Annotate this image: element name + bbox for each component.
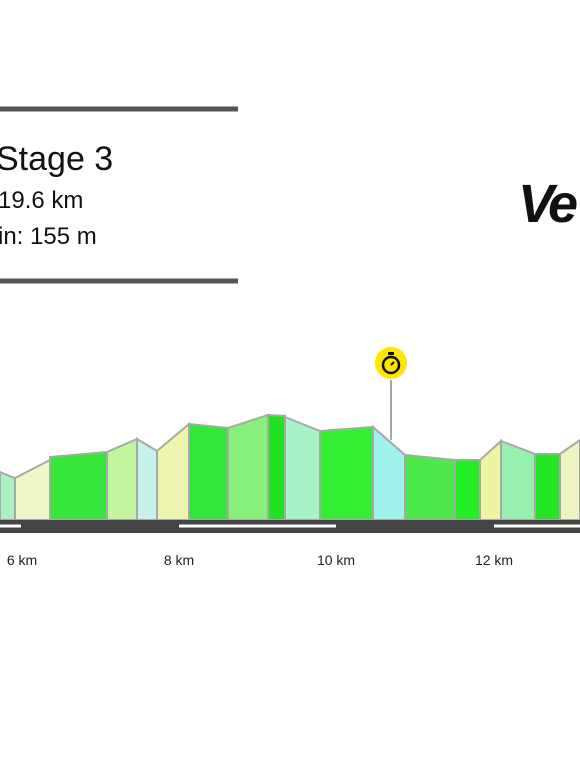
profile-segment [319, 425, 374, 521]
profile-segment [500, 439, 536, 521]
profile-segment [479, 438, 502, 521]
profile-segment [404, 453, 456, 521]
stage-title: Stage 3 [0, 140, 113, 178]
profile-segment [559, 438, 580, 521]
km-label: 12 km [475, 552, 513, 568]
km-label: 10 km [317, 552, 355, 568]
profile-segment [14, 458, 51, 521]
profile-segment [227, 413, 269, 521]
profile-segment [156, 421, 190, 521]
profile-segment [0, 470, 16, 521]
elevation-gain: in: 155 m [0, 223, 97, 250]
km-label: 8 km [164, 552, 194, 568]
distance: 19.6 km [0, 187, 83, 214]
profile-segment [534, 453, 561, 521]
profile-segment [284, 415, 321, 521]
profile [0, 413, 580, 521]
profile-segment [49, 450, 108, 521]
profile-segment [372, 424, 406, 521]
timer-icon [375, 347, 407, 440]
profile-segment [267, 413, 286, 521]
km-label: 6 km [7, 552, 37, 568]
profile-segment [454, 459, 481, 521]
profile-segment [136, 437, 158, 521]
profile-segment [106, 437, 138, 521]
profile-segment [188, 422, 229, 521]
logo: Ve [518, 174, 577, 234]
